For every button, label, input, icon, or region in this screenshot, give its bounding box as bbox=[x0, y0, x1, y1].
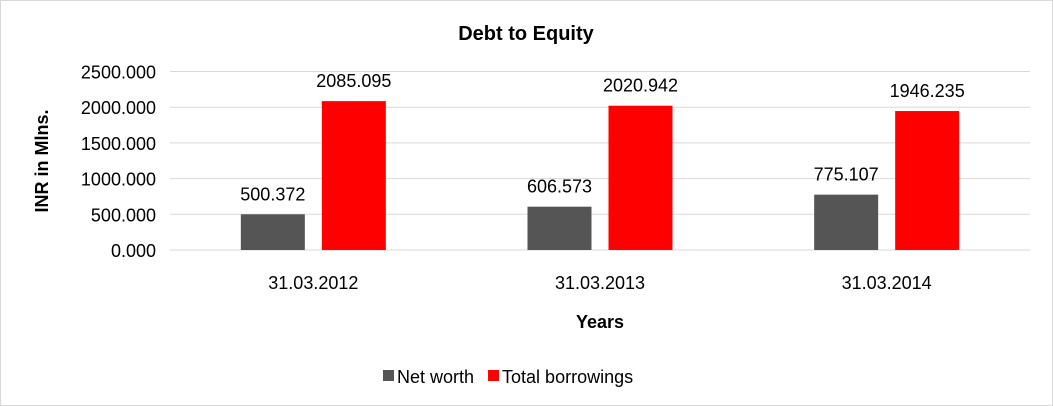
bar-net-worth bbox=[240, 214, 305, 250]
data-label: 775.107 bbox=[814, 165, 879, 185]
bar-total-borrowings bbox=[608, 105, 673, 250]
x-tick-label: 31.03.2013 bbox=[555, 273, 645, 293]
y-tick-label: 0.000 bbox=[111, 241, 156, 261]
bar-total-borrowings bbox=[895, 111, 960, 250]
x-tick-label: 31.03.2012 bbox=[268, 273, 358, 293]
legend-swatch bbox=[488, 370, 500, 381]
y-tick-label: 2500.000 bbox=[81, 63, 156, 83]
bar-net-worth bbox=[814, 194, 879, 250]
legend-item: Total borrowings bbox=[488, 367, 633, 387]
y-tick-label: 2000.000 bbox=[81, 98, 156, 118]
data-label: 1946.235 bbox=[890, 81, 965, 101]
data-label: 2020.942 bbox=[603, 76, 678, 96]
data-label: 606.573 bbox=[527, 177, 592, 197]
data-label: 2085.095 bbox=[316, 71, 391, 91]
y-tick-label: 500.000 bbox=[91, 205, 156, 225]
x-axis-label: Years bbox=[576, 312, 624, 332]
legend-label: Total borrowings bbox=[502, 367, 633, 387]
data-label: 500.372 bbox=[240, 184, 305, 204]
y-tick-label: 1500.000 bbox=[81, 134, 156, 154]
bar-total-borrowings bbox=[321, 101, 386, 251]
y-axis-label: INR in Mlns. bbox=[32, 110, 52, 213]
chart-title: Debt to Equity bbox=[458, 23, 594, 45]
legend-swatch bbox=[383, 370, 394, 381]
bar-net-worth bbox=[527, 206, 592, 250]
x-tick-label: 31.03.2014 bbox=[842, 273, 932, 293]
legend-item: Net worth bbox=[383, 367, 474, 387]
y-tick-label: 1000.000 bbox=[81, 170, 156, 190]
legend-label: Net worth bbox=[397, 367, 474, 387]
